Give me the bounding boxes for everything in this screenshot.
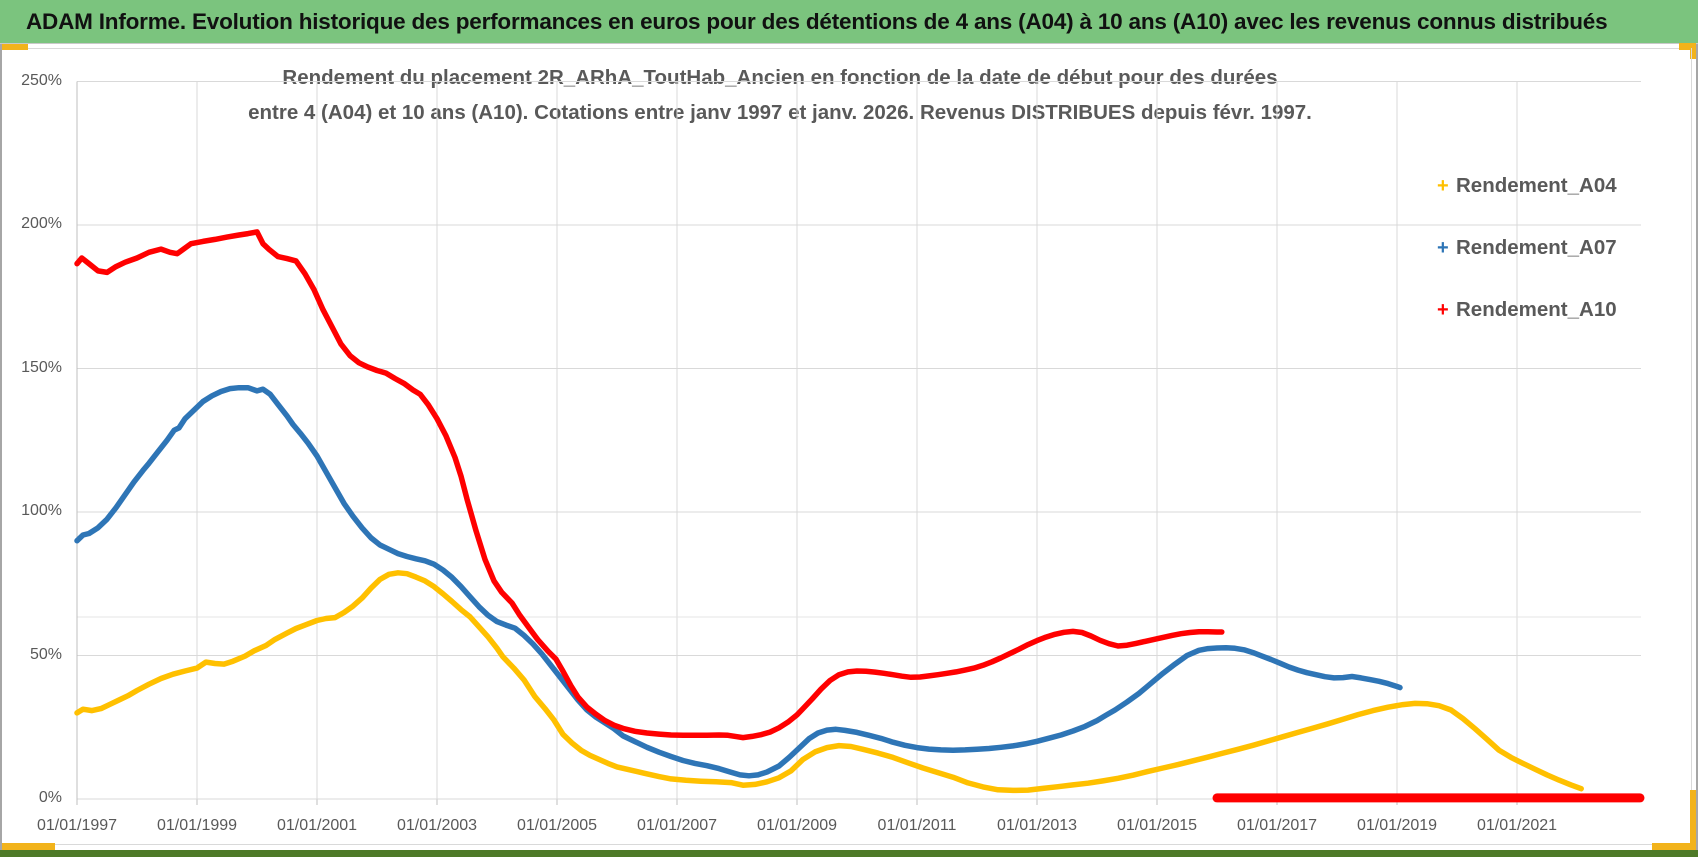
gold-tab-top-left [0, 44, 28, 50]
chart-title-line2: entre 4 (A04) et 10 ans (A10). Cotations… [248, 101, 1312, 124]
y-axis-label-250: 250% [21, 71, 62, 89]
legend-plus-marker-icon: + [1437, 174, 1449, 197]
gold-corner-top-right-v [1690, 50, 1696, 59]
y-axis-label-100: 100% [21, 502, 62, 519]
gold-corner-bottom-right-h [1652, 843, 1698, 850]
x-axis-label-1997: 01/01/1997 [36, 817, 118, 834]
gold-tab-bottom-left [0, 843, 55, 850]
legend-item-Rendement_A10[interactable]: + Rendement_A10 [1437, 296, 1617, 324]
chart-right-border-line [1691, 48, 1692, 790]
legend-label: Rendement_A04 [1456, 174, 1617, 197]
edge-line-left [0, 44, 2, 857]
x-axis-label-1999: 01/01/1999 [156, 817, 238, 834]
series-Rendement_A07[interactable] [74, 384, 1403, 779]
legend-item-Rendement_A07[interactable]: + Rendement_A07 [1437, 234, 1617, 262]
legend-label: Rendement_A10 [1456, 298, 1617, 321]
y-axis-label-200: 200% [21, 215, 62, 232]
series-Rendement_A10[interactable] [74, 229, 1225, 741]
legend-plus-marker-icon: + [1437, 236, 1449, 259]
bottom-green-strip [0, 850, 1698, 857]
sheet-title-bar: ADAM Informe. Evolution historique des p… [0, 0, 1698, 44]
edge-line-right [1696, 44, 1698, 857]
y-axis-label-150: 150% [21, 358, 62, 376]
chart-title-line1: Rendement du placement 2R_ARhA_ToutHab_A… [282, 66, 1278, 89]
x-axis-label-2001: 01/01/2001 [276, 817, 358, 834]
gold-strip-right [1690, 790, 1697, 850]
gold-corner-top-right-h [1679, 43, 1696, 50]
x-axis-label-2005: 01/01/2005 [516, 817, 598, 834]
legend-item-Rendement_A04[interactable]: + Rendement_A04 [1437, 172, 1617, 200]
row-line-bottom [0, 844, 1698, 845]
y-axis-label-0: 0% [38, 789, 62, 806]
x-axis-label-2013: 01/01/2013 [996, 817, 1078, 834]
x-axis-label-2017: 01/01/2017 [1236, 817, 1318, 834]
y-axis-label-50: 50% [29, 645, 62, 663]
legend-plus-marker-icon: + [1437, 298, 1449, 321]
x-axis-label-2021: 01/01/2021 [1476, 817, 1558, 834]
x-axis-label-2009: 01/01/2009 [756, 817, 838, 834]
legend-label: Rendement_A07 [1456, 236, 1617, 259]
series-Rendement_A04[interactable] [74, 570, 1584, 794]
x-axis-label-2019: 01/01/2019 [1356, 817, 1438, 834]
header-bottom-row-line [0, 48, 1698, 49]
x-axis-label-2015: 01/01/2015 [1116, 817, 1198, 834]
x-axis-label-2003: 01/01/2003 [396, 817, 478, 834]
x-axis-label-2011: 01/01/2011 [877, 817, 957, 834]
x-axis-label-2007: 01/01/2007 [636, 817, 718, 834]
chart-title: Rendement du placement 2R_ARhA_ToutHab_A… [180, 60, 1380, 130]
sheet-title: ADAM Informe. Evolution historique des p… [26, 8, 1608, 34]
